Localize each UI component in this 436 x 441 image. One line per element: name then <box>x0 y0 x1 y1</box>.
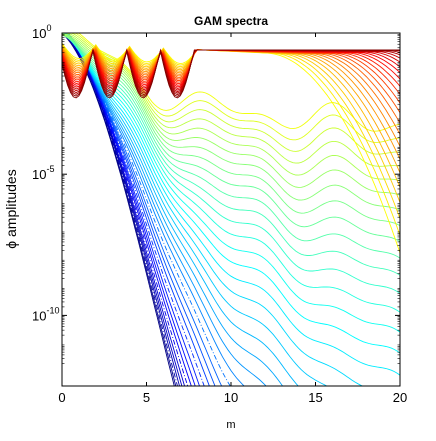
y-tick-exponent: -5 <box>46 164 54 174</box>
spectrum-curve <box>62 33 400 313</box>
spectrum-curve <box>62 33 284 386</box>
spectrum-curve <box>62 33 192 386</box>
x-axis-label: m <box>226 419 235 431</box>
spectrum-curve <box>62 33 180 386</box>
spectrum-curve <box>62 33 400 333</box>
spectrum-curve <box>62 33 400 276</box>
x-tick-label: 5 <box>143 390 150 405</box>
x-tick-label: 0 <box>58 390 65 405</box>
spectrum-curve <box>62 33 299 386</box>
x-tick-label: 15 <box>308 390 322 405</box>
spectrum-curve <box>62 33 200 386</box>
spectrum-curve <box>62 33 196 386</box>
spectrum-curve <box>62 33 178 386</box>
spectrum-curve <box>62 33 400 294</box>
spectrum-curve <box>62 33 400 354</box>
chart-title: GAM spectra <box>194 14 268 28</box>
x-tick-label: 20 <box>393 390 407 405</box>
spectrum-curve <box>62 49 400 99</box>
y-axis-label: ϕ amplitudes <box>3 169 19 248</box>
spectrum-curve <box>62 33 223 386</box>
spectrum-curve <box>62 33 175 386</box>
spectrum-curve <box>62 33 216 386</box>
spectrum-curve <box>62 33 267 386</box>
spectrum-curve <box>62 33 183 386</box>
spectrum-curve <box>62 33 210 386</box>
spectrum-curve <box>62 33 400 376</box>
spectrum-curve <box>62 33 189 386</box>
spectrum-curve <box>62 33 328 386</box>
spectra-curves <box>62 33 400 386</box>
spectrum-curve <box>62 33 364 386</box>
spectrum-curve <box>62 33 177 386</box>
x-tick-label: 10 <box>224 390 238 405</box>
spectrum-curve <box>62 33 186 386</box>
y-tick-exponent: 0 <box>46 23 51 33</box>
spectrum-curve <box>62 33 245 386</box>
y-tick-exponent: -10 <box>46 305 59 315</box>
